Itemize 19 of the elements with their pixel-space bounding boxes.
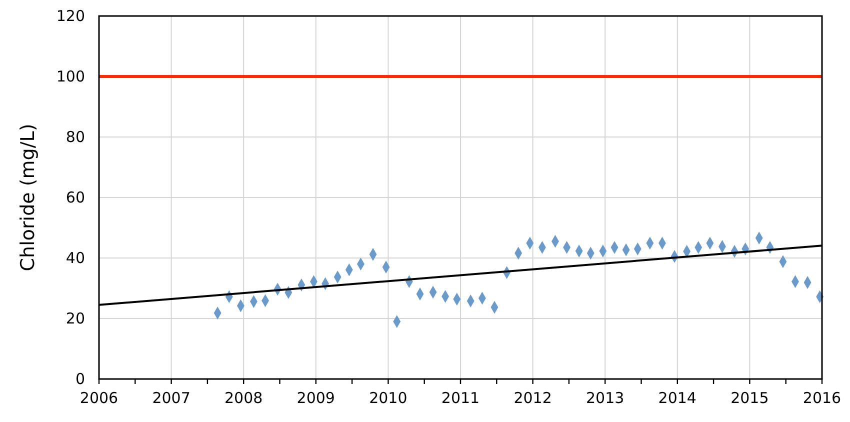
y-tick-label: 100	[56, 68, 85, 86]
x-tick-label: 2009	[296, 389, 335, 407]
x-tick-label: 2014	[658, 389, 696, 407]
x-tick-label: 2006	[80, 389, 118, 407]
y-tick-label: 20	[66, 310, 85, 328]
x-tick-label: 2007	[152, 389, 190, 407]
x-tick-label: 2015	[730, 389, 769, 407]
y-tick-label: 80	[66, 128, 85, 146]
y-axis-title: Chloride (mg/L)	[17, 124, 39, 272]
y-tick-label: 120	[56, 7, 85, 25]
y-tick-label: 0	[75, 370, 85, 388]
x-tick-label: 2010	[369, 389, 408, 407]
x-tick-label: 2011	[441, 389, 480, 407]
x-tick-label: 2016	[802, 389, 842, 407]
x-tick-label: 2008	[224, 389, 263, 407]
y-tick-label: 60	[66, 188, 85, 206]
x-tick-label: 2013	[586, 389, 624, 407]
x-tick-label: 2012	[514, 389, 552, 407]
y-tick-label: 40	[66, 249, 85, 267]
